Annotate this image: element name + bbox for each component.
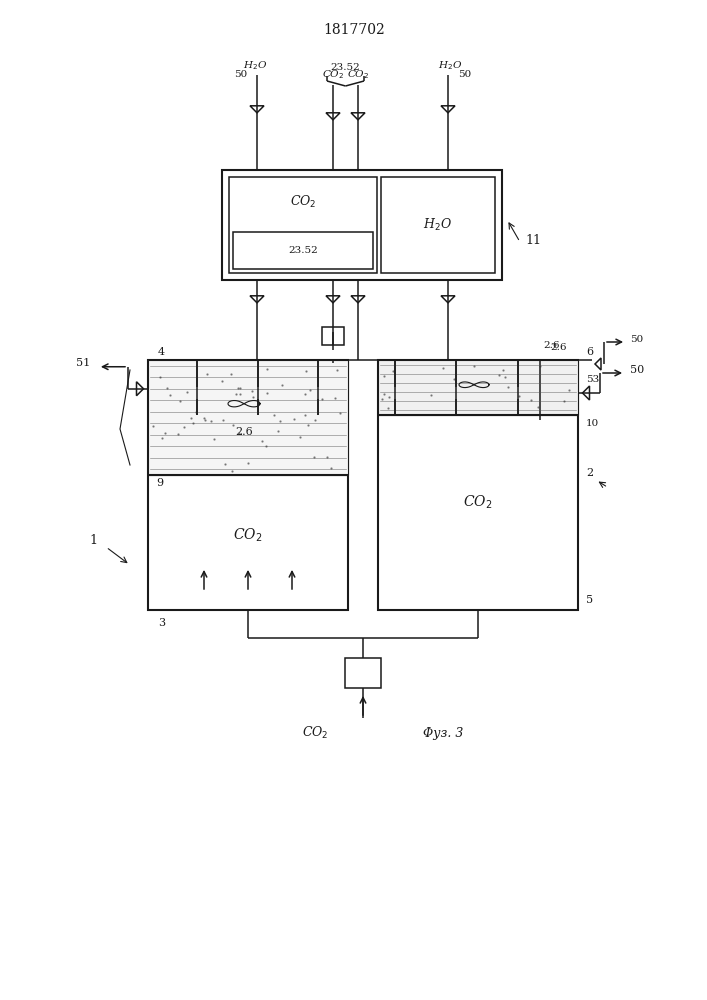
Bar	[322, 327, 344, 345]
Text: 50: 50	[234, 70, 247, 79]
Bar	[229, 177, 377, 273]
Text: 23.52: 23.52	[288, 246, 318, 255]
Text: 3: 3	[158, 618, 165, 628]
Bar	[148, 360, 348, 610]
Bar	[222, 170, 502, 280]
Text: H$_2$O: H$_2$O	[423, 217, 452, 233]
Text: 50: 50	[458, 70, 472, 79]
Text: 1817702: 1817702	[323, 23, 385, 37]
Text: H$_2$O: H$_2$O	[243, 59, 267, 72]
Text: CO$_2$: CO$_2$	[290, 194, 316, 210]
Text: 5: 5	[586, 595, 593, 605]
Text: CO$_2$: CO$_2$	[347, 68, 369, 81]
Bar	[233, 232, 373, 269]
Text: Φуз. 3: Φуз. 3	[423, 726, 463, 740]
Text: 2.6: 2.6	[235, 427, 253, 437]
Text: CO$_2$: CO$_2$	[463, 494, 493, 511]
Bar	[345, 658, 381, 688]
Text: CO$_2$: CO$_2$	[322, 68, 344, 81]
Bar	[381, 177, 495, 273]
Text: 2.6: 2.6	[550, 344, 566, 353]
Text: 2.6: 2.6	[543, 342, 559, 351]
Text: 2: 2	[586, 468, 593, 478]
Bar	[148, 360, 348, 475]
Text: 4: 4	[158, 347, 165, 357]
Text: 10: 10	[586, 418, 600, 428]
Text: 23.52: 23.52	[331, 64, 361, 73]
Text: CO$_2$: CO$_2$	[302, 725, 328, 741]
Text: 6: 6	[586, 347, 593, 357]
Text: 9: 9	[156, 478, 163, 488]
Text: 1: 1	[89, 534, 97, 546]
Text: 11: 11	[525, 233, 541, 246]
Text: H$_2$O: H$_2$O	[438, 59, 462, 72]
Bar	[378, 360, 578, 415]
Text: 51: 51	[76, 358, 90, 368]
Text: 53: 53	[586, 375, 600, 384]
Text: 50: 50	[630, 365, 644, 375]
Text: CO$_2$: CO$_2$	[233, 527, 263, 544]
Bar	[378, 360, 578, 610]
Text: 50: 50	[630, 336, 643, 344]
